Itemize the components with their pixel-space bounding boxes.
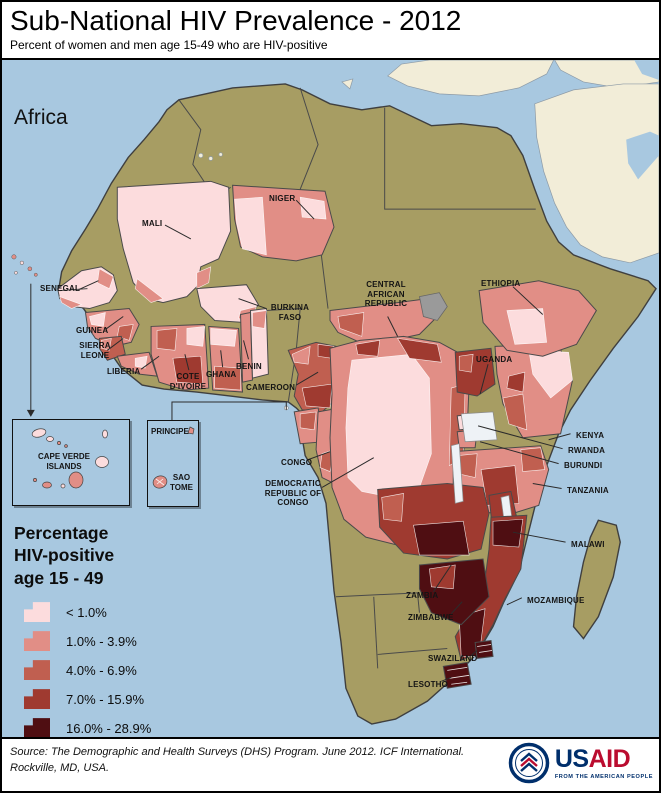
principe-label: PRINCIPE	[151, 427, 189, 436]
legend-swatch	[24, 631, 50, 652]
no-data-region	[418, 292, 448, 321]
leader-lines	[26, 199, 571, 682]
usaid-logo: USAID FROM THE AMERICAN PEOPLE	[508, 742, 653, 784]
country-label-congo: CONGO	[281, 458, 313, 467]
surveyed-countries	[11, 180, 597, 689]
country-label-swaziland: SWAZILAND	[428, 654, 478, 663]
caspian-sea	[634, 60, 659, 80]
legend-item: 7.0% - 15.9%	[14, 689, 151, 710]
principe-sao-tome-inset: PRINCIPE SAO TOME	[147, 420, 199, 507]
legend-item: < 1.0%	[14, 602, 151, 623]
usaid-wordmark: USAID FROM THE AMERICAN PEOPLE	[554, 744, 653, 780]
legend-label: < 1.0%	[66, 604, 107, 620]
country-label-cote-divoire: COTE D'IVOIRE	[169, 372, 207, 391]
country-label-liberia: LIBERIA	[107, 367, 141, 376]
country-label-sierra-leone: SIERRA LEONE	[79, 341, 111, 360]
legend-item: 4.0% - 6.9%	[14, 660, 151, 681]
usaid-us-text: US	[554, 744, 589, 773]
source-note: Source: The Demographic and Health Surve…	[10, 746, 465, 774]
country-swaziland-region	[474, 639, 494, 659]
country-label-kenya: KENYA	[576, 431, 605, 440]
legend-item: 16.0% - 28.9%	[14, 718, 152, 737]
principe-sao-tome-islands	[152, 426, 195, 489]
usaid-tagline: FROM THE AMERICAN PEOPLE	[554, 773, 653, 780]
canary-island	[208, 156, 214, 161]
country-label-uganda: UGANDA	[476, 355, 513, 364]
iberia-landmass	[387, 60, 555, 97]
country-label-cameroon: CAMEROON	[246, 383, 296, 392]
country-label-ethiopia: ETHIOPIA	[481, 279, 521, 288]
legend-label: 7.0% - 15.9%	[66, 691, 145, 707]
canary-island	[198, 152, 204, 159]
legend-items: < 1.0% 1.0% - 3.9% 4.0% - 6.9% 7.0% - 15.9%…	[14, 602, 152, 737]
country-label-drc: DEMOCRATIC REPUBLIC OF CONGO	[264, 479, 322, 508]
madagascar-island	[572, 519, 621, 640]
persian-gulf	[626, 131, 659, 180]
country-label-burkina-faso: BURKINA FASO	[270, 303, 310, 322]
country-label-mali: MALI	[142, 219, 163, 228]
legend-label: 1.0% - 3.9%	[66, 633, 137, 649]
legend-swatch	[24, 660, 50, 681]
page-subtitle: Percent of women and men age 15-49 who a…	[10, 38, 328, 53]
canary-island	[218, 152, 223, 157]
lake-victoria	[460, 411, 498, 443]
legend-label: 16.0% - 28.9%	[66, 720, 152, 736]
country-label-guinea: GUINEA	[76, 326, 109, 335]
country-label-burundi: BURUNDI	[564, 461, 603, 470]
country-label-zambia: ZAMBIA	[406, 591, 439, 600]
legend-label: 4.0% - 6.9%	[66, 662, 137, 678]
country-label-tanzania: TANZANIA	[567, 486, 609, 495]
legend-swatch	[24, 718, 50, 737]
country-mali-region	[116, 180, 232, 304]
africa-map: Africa SENEGAL MALI NIGER GUINEA SIERRA LEON…	[2, 58, 659, 739]
page-title: Sub-National HIV Prevalence - 2012	[10, 5, 462, 36]
country-label-benin: BENIN	[236, 362, 262, 371]
legend-title: Percentage HIV-positive age 15 - 49	[14, 523, 115, 588]
country-label-rwanda: RWANDA	[568, 446, 606, 455]
usaid-aid-text: AID	[588, 744, 631, 773]
country-label-lesotho: LESOTHO	[408, 680, 449, 689]
country-label-zimbabwe: ZIMBABWE	[408, 613, 454, 622]
continent-label: Africa	[14, 106, 68, 129]
sao-tome-label: SAO TOME	[170, 473, 193, 492]
footer: Source: The Demographic and Health Surve…	[2, 739, 659, 789]
legend: Percentage HIV-positive age 15 - 49 < 1.…	[14, 522, 152, 737]
country-togo-region	[240, 311, 253, 383]
cape-verde-inset: CAPE VERDE ISLANDS	[12, 419, 130, 506]
country-label-central-african-republic: CENTRAL AFRICAN REPUBLIC	[364, 280, 408, 309]
sicily-island	[341, 78, 354, 90]
arabia-landmass	[534, 83, 659, 264]
map-canvas	[11, 60, 659, 725]
cape-verde-islands	[31, 428, 109, 489]
header: Sub-National HIV Prevalence - 2012 Perce…	[2, 2, 659, 58]
country-label-senegal: SENEGAL	[40, 284, 81, 293]
legend-item: 1.0% - 3.9%	[14, 631, 151, 652]
usaid-seal-icon	[508, 742, 550, 784]
country-label-niger: NIGER	[269, 194, 296, 203]
lake-tanganyika	[450, 443, 464, 504]
country-label-mozambique: MOZAMBIQUE	[527, 596, 585, 605]
country-label-ghana: GHANA	[206, 370, 237, 379]
legend-swatch	[24, 602, 50, 623]
cape-verde-label: CAPE VERDE ISLANDS	[37, 452, 90, 471]
country-lesotho-region	[442, 661, 472, 689]
legend-swatch	[24, 689, 50, 710]
country-label-malawi: MALAWI	[571, 540, 605, 549]
cape-verde-dots	[11, 254, 38, 277]
